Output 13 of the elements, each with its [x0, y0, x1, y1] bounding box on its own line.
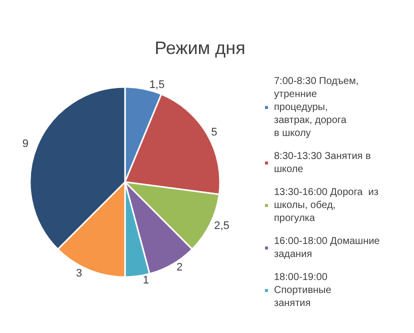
legend-label: 18:00-19:00 Спортивные занятия: [274, 272, 334, 309]
legend-label: 7:00-8:30 Подъем, утренние процедуры, завтрак, дорога в школу: [274, 76, 362, 139]
data-label: 3: [76, 267, 82, 280]
data-label: 1: [142, 274, 150, 287]
data-label: 5: [211, 126, 218, 138]
chart-title: Режим дня: [154, 38, 246, 58]
data-label: 2: [176, 262, 183, 274]
legend-label: 8:30-13:30 Занятия в школе: [274, 151, 374, 175]
data-label: 2,5: [214, 220, 230, 232]
legend-label: 13:30-16:00 Дорога из школы, обед, прогулка: [274, 187, 382, 224]
data-label: 1,5: [149, 78, 165, 91]
legend-label: 16:00-18:00 Домашние задания: [274, 236, 383, 260]
data-label: 9: [22, 138, 29, 150]
